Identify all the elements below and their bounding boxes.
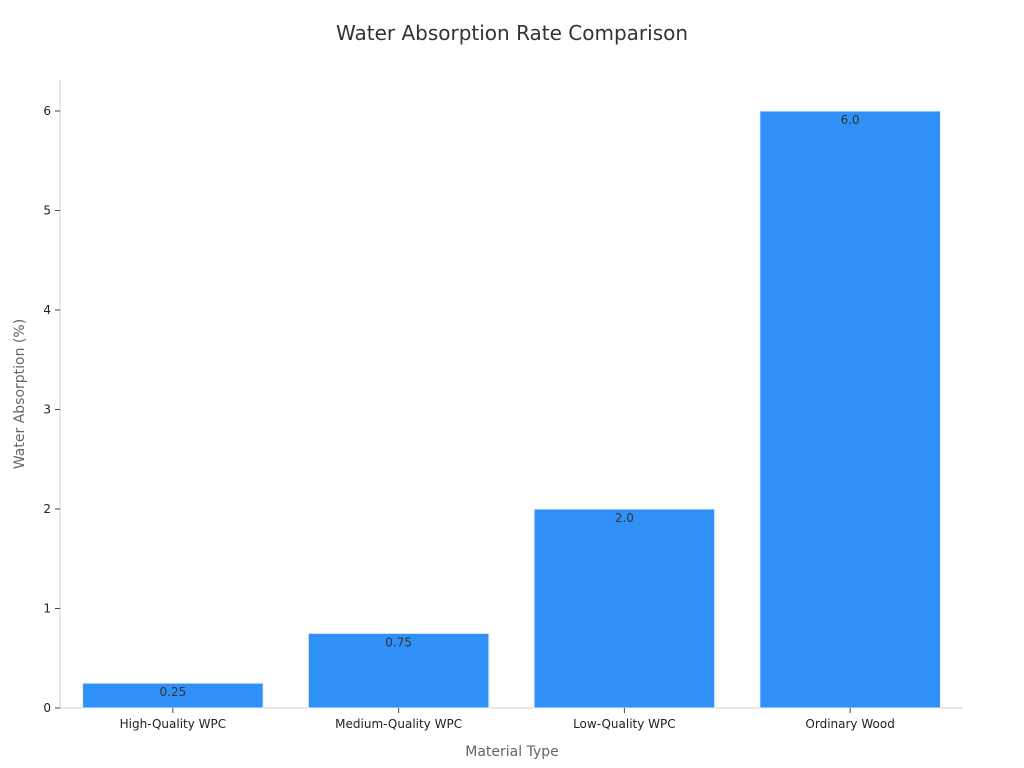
y-tick-label: 3 — [43, 403, 51, 417]
y-tick-label: 4 — [43, 303, 51, 317]
y-axis-title: Water Absorption (%) — [12, 319, 28, 469]
x-tick-label: Low-Quality WPC — [573, 717, 676, 731]
y-tick-label: 0 — [43, 701, 51, 715]
x-tick-label: High-Quality WPC — [120, 717, 227, 731]
y-tick-label: 5 — [43, 204, 51, 218]
x-tick-label: Medium-Quality WPC — [335, 717, 462, 731]
bar — [82, 682, 264, 709]
bar-value-label: 0.75 — [385, 635, 412, 649]
bar-value-label: 6.0 — [841, 113, 860, 127]
x-axis-ticks: High-Quality WPC Medium-Quality WPC Low-Qu… — [120, 708, 895, 731]
chart-title: Water Absorption Rate Comparison — [336, 21, 688, 45]
bars-group: 0.25 0.75 2.0 6.0 — [82, 110, 941, 709]
bar-value-label: 2.0 — [615, 511, 634, 525]
y-tick-label: 6 — [43, 104, 51, 118]
x-tick-label: Ordinary Wood — [805, 717, 894, 731]
y-axis-ticks: 0 1 2 3 4 5 6 — [43, 104, 60, 715]
y-tick-label: 1 — [43, 602, 51, 616]
bar-value-label: 0.25 — [160, 685, 187, 699]
bar — [759, 110, 941, 709]
x-axis-title: Material Type — [465, 744, 558, 760]
y-tick-label: 2 — [43, 502, 51, 516]
bar — [533, 508, 716, 709]
